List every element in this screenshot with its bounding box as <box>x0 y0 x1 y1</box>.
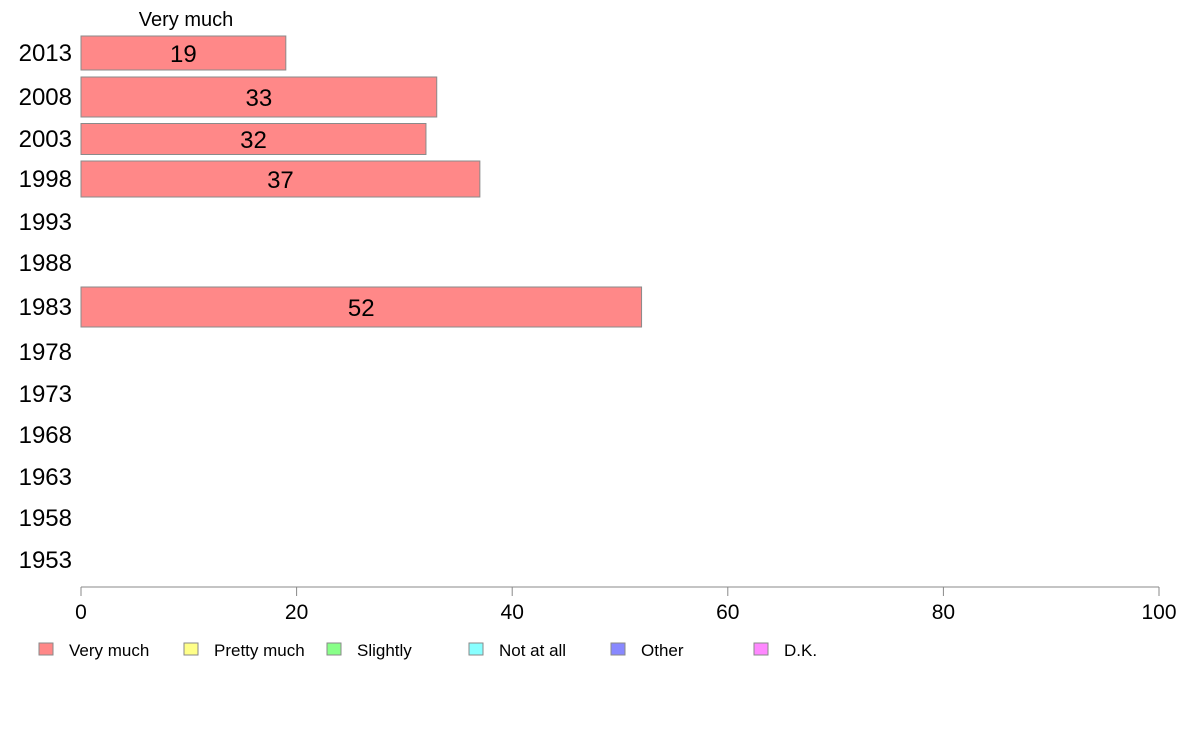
year-label-1993: 1993 <box>19 209 72 236</box>
legend-label-1: Pretty much <box>214 641 305 660</box>
year-labels-group: 2013 2008 2003 1998 1993 1988 1983 1978 1973 1968… <box>19 40 72 574</box>
legend-label-5: D.K. <box>784 641 817 660</box>
legend-swatch-2 <box>326 642 342 656</box>
series-header: Very much <box>139 9 233 31</box>
year-label-1958: 1958 <box>19 505 72 532</box>
x-axis: 0 20 40 60 80 100 <box>75 586 1177 624</box>
bar-1998-0 <box>80 160 481 198</box>
legend-label-3: Not at all <box>499 641 566 660</box>
bar-value-label-2003-0: 32 <box>240 127 267 154</box>
bar-value-label-2013-0: 19 <box>170 41 197 68</box>
x-tick-label-20: 20 <box>285 601 308 624</box>
year-label-2008: 2008 <box>19 84 72 111</box>
legend-swatch-0 <box>38 642 54 656</box>
legend-swatch-4 <box>610 642 626 656</box>
year-label-2013: 2013 <box>19 40 72 67</box>
year-label-1953: 1953 <box>19 547 72 574</box>
bar-value-label-1983-0: 52 <box>348 295 375 322</box>
bar-1983-0 <box>80 286 643 328</box>
year-label-1963: 1963 <box>19 464 72 491</box>
legend-label-2: Slightly <box>357 641 412 660</box>
x-tick-label-0: 0 <box>75 601 87 624</box>
bar-2008-0 <box>80 76 438 118</box>
year-label-1978: 1978 <box>19 339 72 366</box>
legend-label-4: Other <box>641 641 684 660</box>
year-label-1973: 1973 <box>19 381 72 408</box>
year-label-1968: 1968 <box>19 422 72 449</box>
year-label-1988: 1988 <box>19 250 72 277</box>
x-tick-label-40: 40 <box>501 601 524 624</box>
legend-swatch-1 <box>183 642 199 656</box>
bar-value-label-2008-0: 33 <box>246 85 273 112</box>
year-label-1983: 1983 <box>19 294 72 321</box>
bar-2003-0 <box>80 123 427 155</box>
x-tick-label-100: 100 <box>1141 601 1176 624</box>
legend: Very much Pretty much Slightly Not at all Ot… <box>38 641 817 660</box>
year-label-2003: 2003 <box>19 126 72 153</box>
legend-swatch-3 <box>468 642 484 656</box>
legend-label-0: Very much <box>69 641 149 660</box>
x-tick-label-80: 80 <box>932 601 955 624</box>
legend-swatch-5 <box>753 642 769 656</box>
bar-2013-0 <box>80 35 287 71</box>
x-tick-label-60: 60 <box>716 601 739 624</box>
year-label-1998: 1998 <box>19 166 72 193</box>
bar-value-label-1998-0: 37 <box>267 167 294 194</box>
